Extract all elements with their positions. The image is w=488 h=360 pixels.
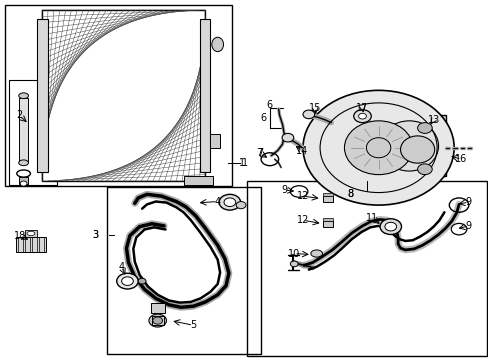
Bar xyxy=(322,193,332,196)
Ellipse shape xyxy=(117,273,138,289)
Bar xyxy=(322,196,332,202)
Ellipse shape xyxy=(20,181,27,186)
Ellipse shape xyxy=(122,277,133,285)
Bar xyxy=(183,176,212,185)
Ellipse shape xyxy=(417,164,431,175)
Text: 3: 3 xyxy=(93,230,99,239)
Bar xyxy=(32,237,37,252)
Text: 4: 4 xyxy=(118,262,124,272)
Ellipse shape xyxy=(344,121,412,175)
Ellipse shape xyxy=(366,138,390,158)
Text: 15: 15 xyxy=(308,103,321,113)
Ellipse shape xyxy=(379,121,438,171)
Text: 14: 14 xyxy=(295,145,307,156)
Bar xyxy=(210,134,220,148)
Bar xyxy=(37,19,48,172)
Ellipse shape xyxy=(303,110,314,119)
Bar xyxy=(18,237,23,252)
Text: 16: 16 xyxy=(454,154,467,164)
Text: 9: 9 xyxy=(465,221,471,231)
Bar xyxy=(151,303,164,314)
Bar xyxy=(152,316,163,325)
Bar xyxy=(408,116,445,176)
Text: 3: 3 xyxy=(93,230,99,239)
Ellipse shape xyxy=(224,198,235,207)
Bar xyxy=(16,237,45,252)
Ellipse shape xyxy=(290,261,298,267)
Ellipse shape xyxy=(19,93,28,99)
Text: 8: 8 xyxy=(347,189,353,199)
Text: 5: 5 xyxy=(190,320,196,330)
Bar xyxy=(42,10,205,181)
Text: 9: 9 xyxy=(465,197,471,207)
Bar xyxy=(25,237,30,252)
Ellipse shape xyxy=(353,110,370,123)
Text: 4: 4 xyxy=(214,197,220,207)
Text: 7: 7 xyxy=(257,148,263,158)
Ellipse shape xyxy=(149,314,166,327)
Text: 12: 12 xyxy=(296,191,308,201)
Text: 17: 17 xyxy=(356,103,368,113)
Text: 11: 11 xyxy=(366,213,378,222)
Text: 12: 12 xyxy=(296,215,308,225)
Ellipse shape xyxy=(211,37,223,51)
Bar xyxy=(246,181,487,356)
Text: 6: 6 xyxy=(260,113,265,123)
Ellipse shape xyxy=(282,134,293,142)
Bar xyxy=(322,221,332,226)
Text: 8: 8 xyxy=(347,189,353,199)
Text: 7: 7 xyxy=(256,148,262,158)
Bar xyxy=(4,5,232,186)
Ellipse shape xyxy=(384,222,396,231)
Ellipse shape xyxy=(153,317,162,324)
Ellipse shape xyxy=(358,113,366,119)
Bar xyxy=(19,177,28,184)
Ellipse shape xyxy=(236,202,245,209)
Ellipse shape xyxy=(379,219,401,234)
Ellipse shape xyxy=(219,194,240,210)
Ellipse shape xyxy=(19,160,28,166)
Text: 2: 2 xyxy=(16,111,22,121)
Text: 10: 10 xyxy=(287,248,300,258)
Text: 1: 1 xyxy=(239,158,244,168)
Bar xyxy=(19,98,28,162)
Ellipse shape xyxy=(310,250,322,257)
Ellipse shape xyxy=(400,136,434,163)
Text: 9: 9 xyxy=(281,185,287,195)
Bar xyxy=(25,230,37,237)
Text: 6: 6 xyxy=(266,100,272,111)
Bar xyxy=(9,80,57,185)
Text: 18: 18 xyxy=(14,231,26,240)
Ellipse shape xyxy=(303,90,453,205)
Bar xyxy=(322,219,332,221)
Ellipse shape xyxy=(417,123,431,134)
Ellipse shape xyxy=(138,278,146,284)
Text: 13: 13 xyxy=(427,115,439,125)
Ellipse shape xyxy=(27,231,35,235)
Bar xyxy=(107,187,260,354)
Text: 1: 1 xyxy=(242,158,248,168)
Bar xyxy=(39,237,43,252)
Bar xyxy=(199,19,210,172)
